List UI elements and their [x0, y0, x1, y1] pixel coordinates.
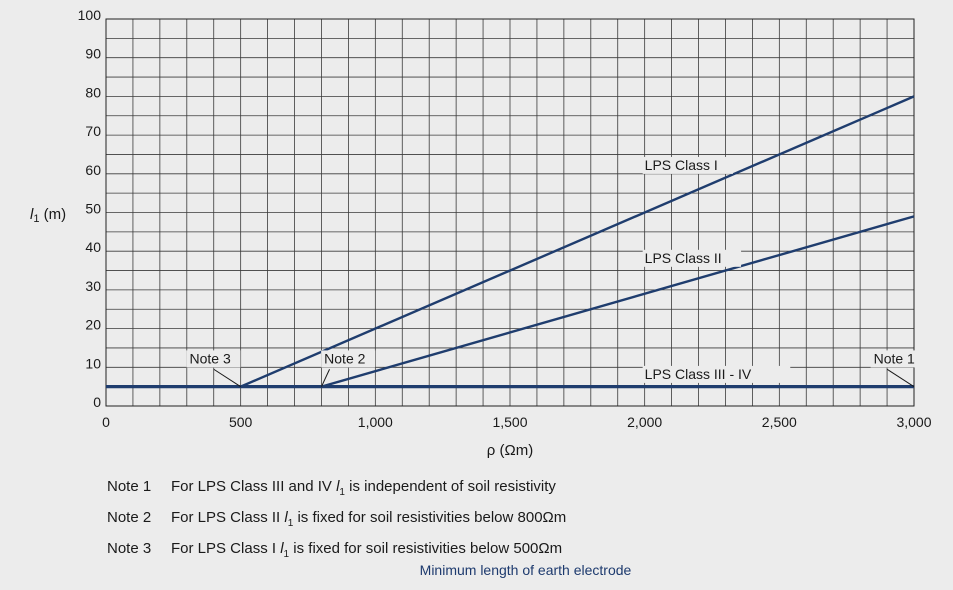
note-row: Note 3 For LPS Class I l1 is fixed for s…	[107, 536, 566, 567]
x-tick-label: 1,000	[358, 414, 393, 430]
y-tick-label: 80	[85, 84, 101, 100]
annotation-leader	[886, 368, 915, 388]
annotations: Note 3 Note 2 Note 1	[186, 350, 925, 388]
y-tick-label: 30	[85, 278, 101, 294]
x-tick-label: 3,000	[896, 414, 931, 430]
series-label-bg	[642, 249, 742, 267]
y-tick-label: 100	[78, 7, 102, 23]
y-tick-label: 40	[85, 239, 101, 255]
note-text: For LPS Class III and IV l1 is independe…	[171, 478, 556, 498]
series-label-bg	[642, 365, 791, 383]
series-label: LPS Class II	[645, 250, 722, 266]
note-row: Note 1 For LPS Class III and IV l1 is in…	[107, 474, 566, 505]
grid-major	[105, 18, 915, 407]
y-tick-label: 60	[85, 162, 101, 178]
note-text: For LPS Class II l1 is fixed for soil re…	[171, 509, 567, 529]
notes-list: Note 1 For LPS Class III and IV l1 is in…	[107, 474, 566, 567]
annotation-label: Note 1	[874, 350, 915, 366]
note-row: Note 2 For LPS Class II l1 is fixed for …	[107, 505, 566, 536]
annotation-bg	[186, 350, 241, 368]
annotation-leader	[213, 368, 241, 388]
plot-frame	[105, 18, 915, 407]
series-line	[240, 95, 915, 388]
axis-labels: 0 500 1,000 1,500 2,000 2,500 3,000 0 10 20 30 40 50…	[78, 7, 932, 430]
series-lines: LPS Class I LPS Class II LPS Class III - I…	[106, 95, 915, 389]
y-tick-label: 0	[93, 394, 101, 410]
chart-caption: Minimum length of earth electrode	[419, 562, 632, 578]
note-key: Note 3	[107, 540, 152, 557]
x-tick-label: 2,500	[762, 414, 797, 430]
y-tick-label: 70	[85, 123, 101, 139]
chart: 0 500 1,000 1,500 2,000 2,500 3,000 0 10 20 30 40 50…	[30, 7, 932, 459]
y-tick-label: 20	[85, 317, 101, 333]
series-label-bg	[642, 156, 733, 174]
grid-minor	[105, 18, 915, 407]
annotation-leader	[321, 369, 331, 387]
series-line	[321, 215, 915, 388]
y-tick-label: 10	[85, 355, 101, 371]
y-axis-label: l1 (m)	[30, 206, 66, 225]
x-tick-label: 1,500	[492, 414, 527, 430]
annotation-label: Note 2	[324, 350, 365, 366]
x-tick-label: 500	[229, 414, 253, 430]
x-axis-label: ρ (Ωm)	[487, 442, 533, 459]
annotation-label: Note 3	[189, 350, 230, 366]
note-text: For LPS Class I l1 is fixed for soil res…	[171, 540, 563, 560]
x-tick-label: 0	[102, 414, 110, 430]
y-tick-label: 50	[85, 201, 101, 217]
x-tick-label: 2,000	[627, 414, 662, 430]
series-label: LPS Class I	[645, 157, 718, 173]
y-tick-label: 90	[85, 46, 101, 62]
note-key: Note 1	[107, 478, 152, 495]
annotation-bg	[870, 350, 925, 368]
series-label: LPS Class III - IV	[645, 366, 752, 382]
annotation-bg	[321, 350, 376, 368]
note-key: Note 2	[107, 509, 152, 526]
